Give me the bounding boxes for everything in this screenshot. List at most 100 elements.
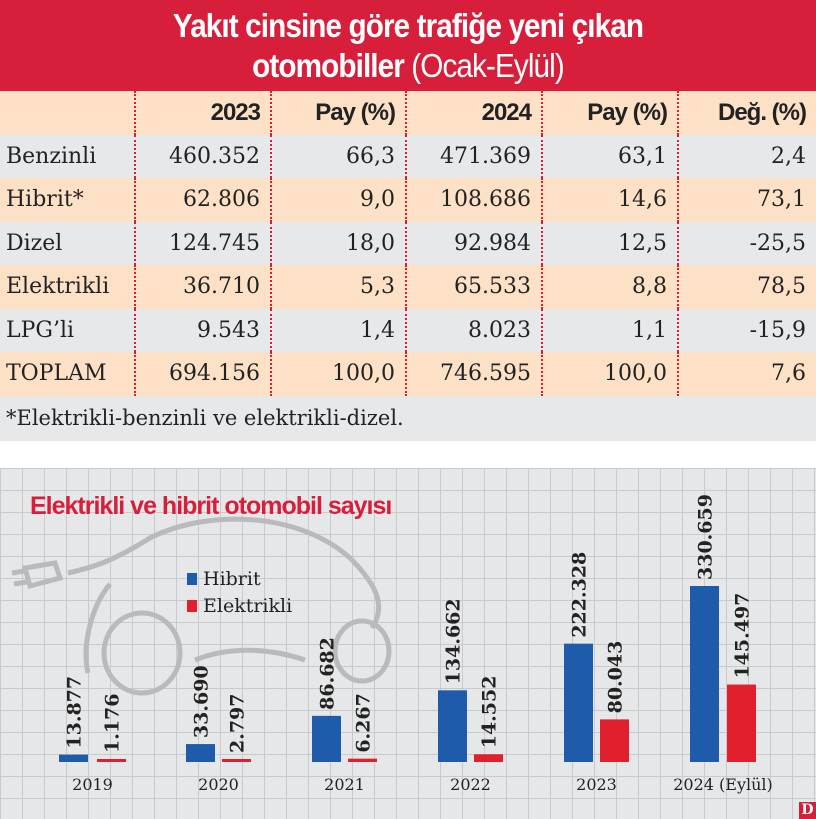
table-row: Dizel 124.745 18,0 92.984 12,5 -25,5 <box>0 221 816 265</box>
bar-elektrikli-2023 <box>600 719 629 762</box>
table-cell: 9.543 <box>136 308 272 352</box>
table-cell: 62.806 <box>136 178 272 222</box>
table-cell: 36.710 <box>136 265 272 309</box>
legend-swatch <box>187 573 197 585</box>
bar-hibrit-2024 <box>690 586 719 762</box>
table-cell: 65.533 <box>407 265 543 309</box>
table-cell: 66,3 <box>272 134 407 178</box>
bar-elektrikli-2021 <box>348 758 377 762</box>
car-body-outline <box>194 647 306 663</box>
header-cell: Pay (%) <box>543 91 679 135</box>
data-label: 1.176 <box>102 694 124 754</box>
row-label: LPG’li <box>0 308 136 352</box>
data-label: 86.682 <box>317 637 339 710</box>
data-label: 14.552 <box>479 676 501 749</box>
table-header-row: 2023 Pay (%) 2024 Pay (%) Değ. (%) <box>0 91 816 135</box>
legend-swatch <box>187 600 197 612</box>
data-label: 134.662 <box>443 598 465 684</box>
table-row: LPG’li 9.543 1,4 8.023 1,1 -15,9 <box>0 308 816 352</box>
bar-elektrikli-2020 <box>222 759 251 762</box>
data-label: 13.877 <box>64 676 86 749</box>
row-label: Dizel <box>0 221 136 265</box>
legend-label: Elektrikli <box>203 595 293 617</box>
table-cell: 2,4 <box>771 143 806 169</box>
car-roof-outline <box>67 516 382 630</box>
table-cell: 108.686 <box>407 178 543 222</box>
table-cell: 78,5 <box>757 274 806 300</box>
bar-chart: 13.877 1.176 2019 33.690 2.797 2020 86.682 6.26… <box>0 468 816 819</box>
bar-elektrikli-2022 <box>474 754 503 762</box>
table-cell: -15,9 <box>749 317 806 343</box>
table-cell: 73,1 <box>757 187 806 213</box>
table-cell: 8,8 <box>543 265 679 309</box>
chart-title: Elektrikli ve hibrit otomobil sayısı <box>30 492 392 520</box>
table-footnote: *Elektrikli-benzinli ve elektrikli-dizel… <box>0 395 816 441</box>
table-cell: 100,0 <box>543 352 679 396</box>
data-label: 222.328 <box>569 552 591 638</box>
data-label: 6.267 <box>353 693 375 753</box>
x-tick-label: 2024 (Eylül) <box>673 775 773 794</box>
table-cell: 92.984 <box>407 221 543 265</box>
data-label: 2.797 <box>227 694 249 754</box>
x-tick-label: 2019 <box>72 775 113 794</box>
table-cell: 12,5 <box>543 221 679 265</box>
row-label: Benzinli <box>0 134 136 178</box>
x-tick-label: 2022 <box>450 775 491 794</box>
table-cell: 63,1 <box>543 134 679 178</box>
x-tick-label: 2023 <box>576 775 617 794</box>
title-period: (Ocak-Eylül) <box>411 47 564 84</box>
bar-hibrit-2023 <box>564 643 593 762</box>
car-front-outline <box>83 582 112 674</box>
table-row: TOPLAM 694.156 100,0 746.595 100,0 7,6 <box>0 352 816 396</box>
table-cell: 1,4 <box>272 308 407 352</box>
row-label: Elektrikli <box>0 265 136 309</box>
rear-wheel-outline <box>332 618 392 684</box>
table-cell: 14,6 <box>543 178 679 222</box>
front-wheel-outline <box>101 610 183 696</box>
table-cell: 9,0 <box>272 178 407 222</box>
bar-elektrikli-2024 <box>727 684 756 762</box>
table-row: Benzinli 460.352 66,3 471.369 63,1 2,4 <box>0 134 816 178</box>
plug-icon <box>11 560 64 590</box>
bar-elektrikli-2019 <box>97 759 126 762</box>
table-cell: 124.745 <box>136 221 272 265</box>
table-cell: 7,6 <box>771 361 806 387</box>
table-row: Elektrikli 36.710 5,3 65.533 8,8 78,5 <box>0 265 816 309</box>
table-cell: -25,5 <box>749 230 806 256</box>
car-plug-illustration <box>11 516 392 696</box>
chart-svg: 13.877 1.176 2019 33.690 2.797 2020 86.682 6.26… <box>11 494 773 794</box>
bar-hibrit-2020 <box>186 744 215 762</box>
table-cell: 471.369 <box>407 134 543 178</box>
table-row: Hibrit* 62.806 9,0 108.686 14,6 73,1 <box>0 178 816 222</box>
header-cell: 2023 <box>136 91 272 135</box>
title-banner: Yakıt cinsine göre trafiğe yeni çıkan ot… <box>0 0 816 91</box>
header-cell: Pay (%) <box>272 91 407 135</box>
x-tick-label: 2021 <box>324 775 365 794</box>
bar-hibrit-2022 <box>438 690 467 762</box>
bar-hibrit-2021 <box>312 715 341 762</box>
header-cell: 2024 <box>407 91 543 135</box>
table-cell: 100,0 <box>272 352 407 396</box>
header-cell: Değ. (%) <box>718 98 807 126</box>
x-tick-label: 2020 <box>198 775 239 794</box>
data-label: 33.690 <box>191 665 213 738</box>
row-label: TOPLAM <box>0 352 136 396</box>
row-label: Hibrit* <box>0 178 136 222</box>
table-cell: 1,1 <box>543 308 679 352</box>
legend-item-hibrit: Hibrit <box>187 568 261 590</box>
fuel-type-table: 2023 Pay (%) 2024 Pay (%) Değ. (%) Benzi… <box>0 91 816 441</box>
table-cell: 694.156 <box>136 352 272 396</box>
table-cell: 8.023 <box>407 308 543 352</box>
legend-item-elektrikli: Elektrikli <box>187 595 292 617</box>
bar-hibrit-2019 <box>59 754 88 762</box>
title-bold: otomobiller <box>252 47 405 84</box>
table-cell: 5,3 <box>272 265 407 309</box>
legend-label: Hibrit <box>203 568 261 590</box>
header-cell <box>0 91 136 135</box>
data-label: 145.497 <box>732 593 754 679</box>
publisher-logo: D <box>799 802 816 819</box>
table-cell: 18,0 <box>272 221 407 265</box>
table-cell: 746.595 <box>407 352 543 396</box>
title-line-2: otomobiller (Ocak-Eylül) <box>41 46 775 86</box>
title-line-1: Yakıt cinsine göre trafiğe yeni çıkan <box>172 7 644 44</box>
